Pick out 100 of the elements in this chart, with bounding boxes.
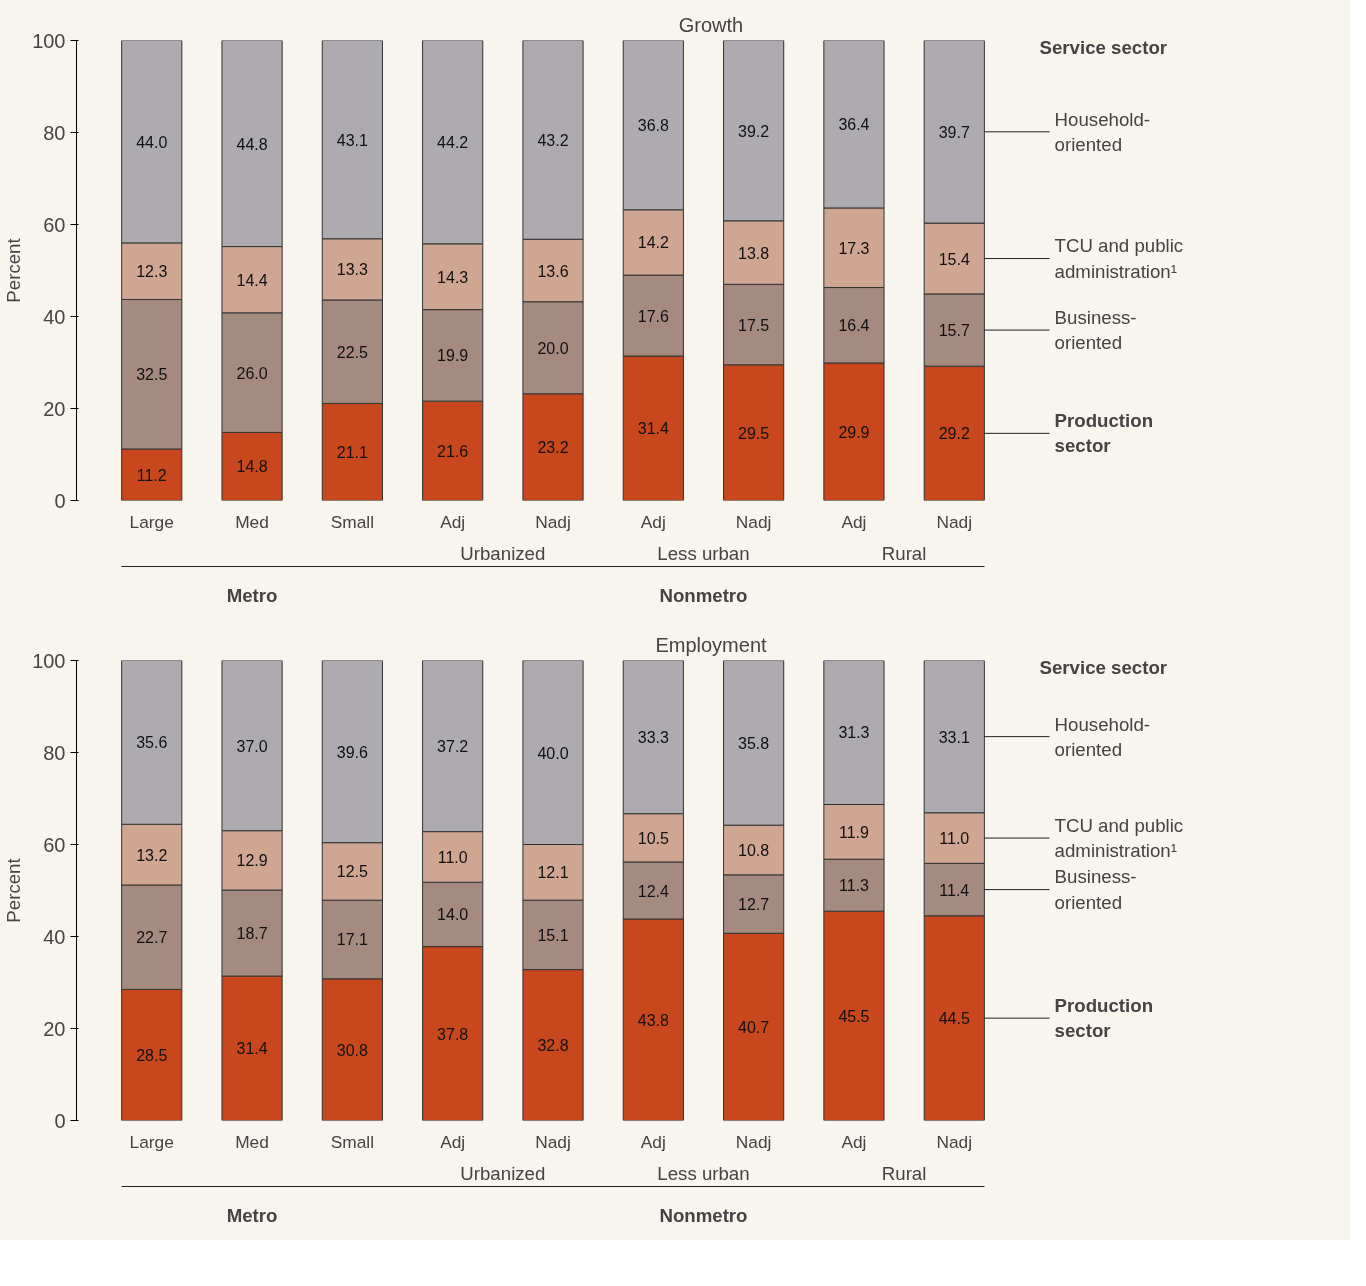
text: Less urban <box>657 1162 750 1184</box>
data-label: 12.9 <box>236 852 268 870</box>
text: Less urban <box>657 542 750 564</box>
x-tick-label: Adj <box>841 511 867 532</box>
data-label: 11.0 <box>437 848 468 866</box>
text: Service sector <box>1039 36 1168 58</box>
text: TCU and public administration¹ <box>1054 235 1184 282</box>
data-label: 26.0 <box>236 364 268 382</box>
data-label: 30.8 <box>336 1041 369 1059</box>
data-label: 31.4 <box>637 420 669 438</box>
data-label: 12.7 <box>738 896 770 914</box>
data-label: 45.5 <box>838 1007 870 1025</box>
text: TCU and public administration¹ <box>1054 814 1184 862</box>
text: Production sector <box>1054 410 1154 457</box>
data-label: 17.3 <box>838 239 870 257</box>
data-label: 13.2 <box>136 846 168 864</box>
data-label: 37.2 <box>437 738 469 756</box>
y-tick-label: 80 <box>43 741 66 764</box>
text: Production sector <box>1054 995 1154 1042</box>
data-label: 33.1 <box>938 728 970 746</box>
y-tick-label: 20 <box>43 1017 66 1040</box>
data-label: 43.8 <box>637 1011 669 1029</box>
data-label: 17.5 <box>738 316 770 334</box>
x-tick-label: Nadj <box>735 511 772 532</box>
data-label: 21.6 <box>437 442 469 460</box>
text: Urbanized <box>460 542 546 564</box>
data-label: 11.0 <box>939 830 970 848</box>
data-label: 11.4 <box>939 881 970 899</box>
data-label: 36.4 <box>838 116 870 134</box>
text: Household-oriented <box>1054 713 1150 760</box>
data-label: 23.2 <box>537 439 569 457</box>
y-axis-title: Percent <box>3 857 25 923</box>
y-tick-label: 40 <box>43 925 66 948</box>
data-label: 43.2 <box>537 131 569 149</box>
data-label: 22.7 <box>136 929 168 947</box>
data-label: 44.5 <box>938 1010 970 1028</box>
data-label: 19.9 <box>437 347 469 365</box>
data-label: 37.0 <box>236 737 268 755</box>
chart-title: Employment <box>655 633 768 656</box>
text: Metro <box>226 584 278 606</box>
data-label: 18.7 <box>236 925 268 943</box>
x-tick-label: Adj <box>841 1131 867 1152</box>
data-label: 13.3 <box>336 261 369 279</box>
text: Household-oriented <box>1054 108 1150 155</box>
text: Service sector <box>1039 656 1168 678</box>
data-label: 29.2 <box>938 425 970 443</box>
data-label: 11.9 <box>838 823 870 841</box>
x-tick-label: Adj <box>640 511 666 532</box>
data-label: 17.1 <box>336 931 369 949</box>
text: Business-oriented <box>1054 306 1137 354</box>
data-label: 40.0 <box>537 744 569 762</box>
y-tick-label: 0 <box>54 1109 66 1132</box>
data-label: 33.3 <box>637 729 669 747</box>
text: Nonmetro <box>659 584 748 606</box>
data-label: 11.2 <box>136 466 167 484</box>
y-tick-label: 40 <box>43 305 66 328</box>
data-label: 31.4 <box>236 1040 268 1058</box>
data-label: 12.4 <box>637 882 669 900</box>
data-label: 35.6 <box>136 734 168 752</box>
data-label: 16.4 <box>838 317 870 335</box>
data-label: 14.3 <box>437 268 469 286</box>
data-label: 29.5 <box>738 424 770 442</box>
data-label: 12.5 <box>336 863 369 881</box>
x-tick-label: Small <box>330 1131 375 1152</box>
y-tick-label: 100 <box>32 649 66 672</box>
x-tick-label: Nadj <box>535 1131 571 1152</box>
data-label: 32.5 <box>136 366 168 384</box>
data-label: 15.4 <box>938 250 970 268</box>
data-label: 28.5 <box>136 1046 168 1064</box>
data-label: 37.8 <box>437 1025 469 1043</box>
data-label: 14.8 <box>236 458 268 476</box>
x-tick-label: Nadj <box>735 1131 772 1152</box>
x-tick-label: Med <box>235 511 269 532</box>
data-label: 13.6 <box>537 262 569 280</box>
data-label: 32.8 <box>537 1037 569 1055</box>
y-tick-label: 0 <box>54 489 66 512</box>
x-tick-label: Med <box>235 1131 269 1152</box>
data-label: 17.6 <box>637 307 669 325</box>
x-tick-label: Nadj <box>936 511 973 532</box>
data-label: 39.7 <box>938 123 970 141</box>
data-label: 12.3 <box>136 263 168 281</box>
x-tick-label: Nadj <box>535 511 571 532</box>
x-tick-label: Large <box>129 511 174 532</box>
data-label: 39.6 <box>336 743 369 761</box>
y-tick-label: 80 <box>43 121 66 144</box>
data-label: 35.8 <box>738 734 770 752</box>
x-tick-label: Adj <box>640 1131 666 1152</box>
text: Business-oriented <box>1054 866 1137 913</box>
data-label: 14.2 <box>637 234 669 252</box>
y-tick-label: 100 <box>32 29 66 52</box>
text: Metro <box>226 1204 278 1226</box>
data-label: 44.0 <box>136 133 168 151</box>
data-label: 14.4 <box>236 271 268 289</box>
text: Urbanized <box>460 1162 546 1184</box>
text: Nonmetro <box>659 1204 748 1226</box>
data-label: 36.8 <box>637 117 669 135</box>
data-label: 31.3 <box>838 724 870 742</box>
x-tick-label: Adj <box>440 511 466 532</box>
data-label: 14.0 <box>437 906 469 924</box>
x-tick-label: Small <box>330 511 375 532</box>
